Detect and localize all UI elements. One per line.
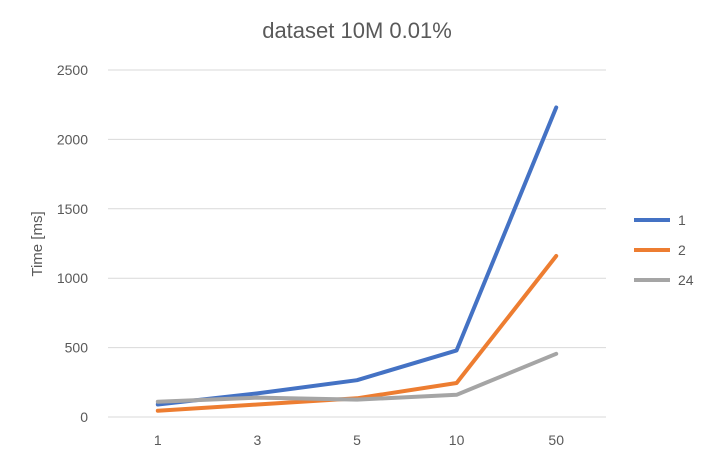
chart-title: dataset 10M 0.01% [262,18,452,43]
legend: 1 2 24 [634,212,694,288]
series-line-1 [155,105,559,407]
series-line-24 [155,351,559,404]
x-tick-labels: 1 3 5 10 50 [154,432,564,448]
y-tick-label: 0 [80,409,88,425]
series-line-2 [155,254,559,413]
x-tick-label: 50 [548,432,564,448]
y-tick-label: 1000 [57,270,88,286]
y-axis-label: Time [ms] [29,211,46,276]
y-tick-label: 1500 [57,201,88,217]
y-tick-label: 2000 [57,131,88,147]
x-tick-label: 5 [353,432,361,448]
x-tick-label: 10 [449,432,465,448]
series-lines [155,105,559,413]
x-tick-label: 1 [154,432,162,448]
y-tick-label: 500 [65,340,89,356]
legend-label-2: 2 [678,242,686,258]
gridlines [108,69,606,418]
y-tick-labels: 0 500 1000 1500 2000 2500 [57,62,88,425]
x-tick-label: 3 [254,432,262,448]
legend-label-1: 1 [678,212,686,228]
y-tick-label: 2500 [57,62,88,78]
legend-label-24: 24 [678,272,694,288]
